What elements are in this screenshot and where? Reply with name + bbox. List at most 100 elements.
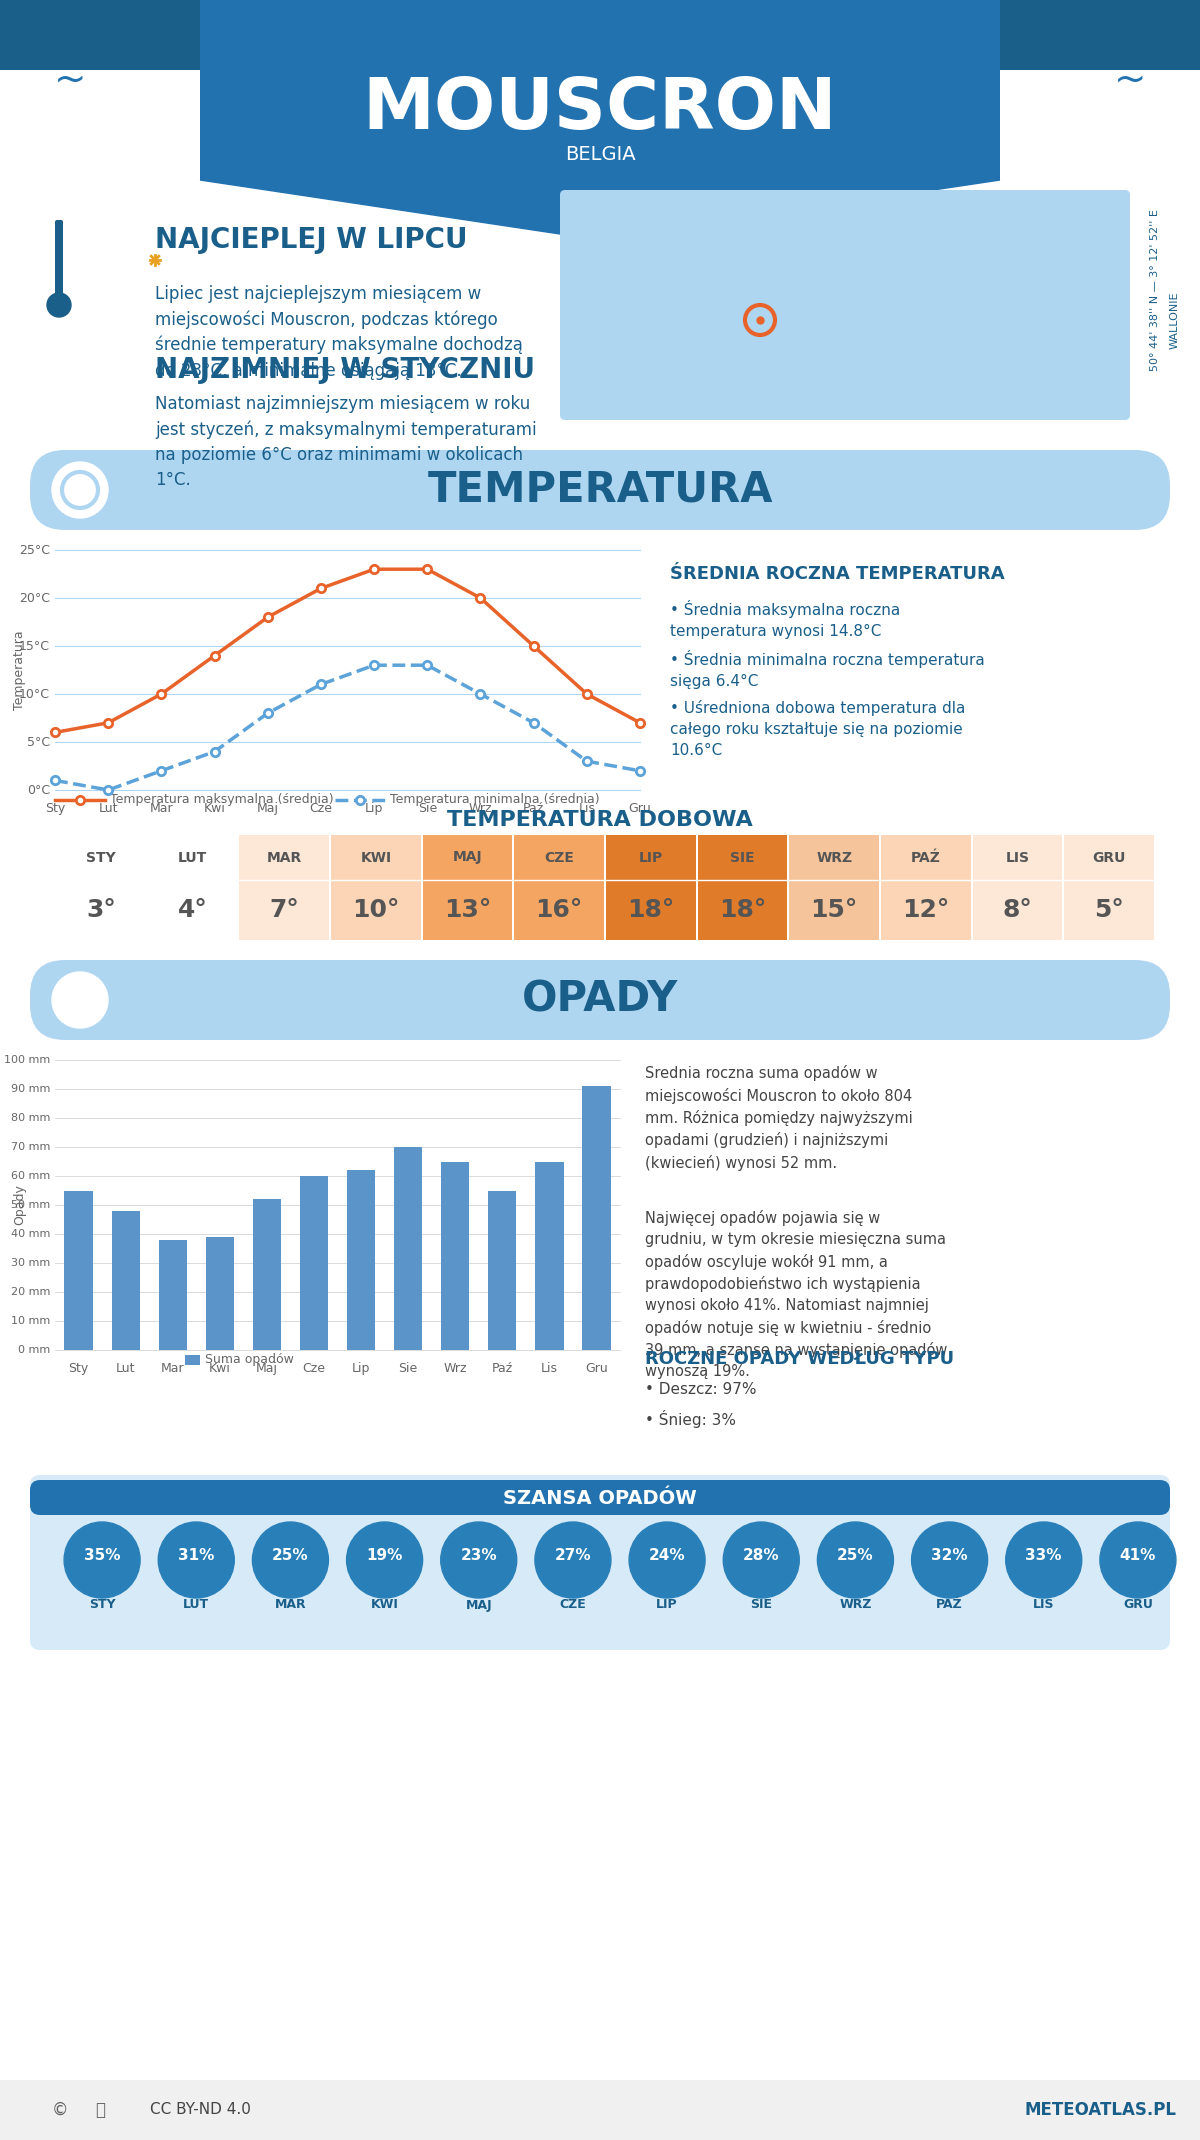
Polygon shape [220, 0, 980, 131]
Bar [148, 835, 238, 880]
Text: Lis: Lis [541, 1361, 558, 1376]
Text: Wrz: Wrz [444, 1361, 467, 1376]
Bar [515, 835, 604, 880]
Circle shape [817, 1522, 894, 1599]
Text: 10°C: 10°C [19, 687, 50, 700]
Text: TEMPERATURA: TEMPERATURA [427, 469, 773, 511]
Text: MAJ: MAJ [452, 850, 482, 865]
Text: 20°C: 20°C [19, 591, 50, 603]
Bar [56, 880, 145, 939]
Text: ~: ~ [1114, 62, 1146, 98]
Text: ©: © [52, 2101, 68, 2119]
Text: • Śnieg: 3%: • Śnieg: 3% [646, 1410, 736, 1427]
Text: 80 mm: 80 mm [11, 1113, 50, 1124]
Text: Gru: Gru [586, 1361, 608, 1376]
Text: Sty: Sty [68, 1361, 89, 1376]
Circle shape [629, 1522, 706, 1599]
Bar [1064, 835, 1154, 880]
FancyBboxPatch shape [30, 449, 1170, 531]
Text: 5°C: 5°C [26, 736, 50, 749]
Bar [239, 835, 329, 880]
Bar [158, 1239, 187, 1350]
Text: LIP: LIP [638, 850, 662, 865]
Text: Opady: Opady [13, 1186, 26, 1226]
Text: Lip: Lip [365, 802, 383, 815]
Text: LIS: LIS [1006, 850, 1030, 865]
Text: Lis: Lis [578, 802, 595, 815]
Text: WRZ: WRZ [839, 1599, 871, 1611]
Text: Gru: Gru [629, 802, 652, 815]
Bar [394, 1147, 422, 1350]
FancyBboxPatch shape [30, 1481, 1170, 1515]
Text: 35%: 35% [84, 1547, 120, 1562]
Text: 8°: 8° [1002, 899, 1032, 922]
Text: BELGIA: BELGIA [565, 146, 635, 165]
Text: 32%: 32% [931, 1547, 968, 1562]
Text: 24%: 24% [649, 1547, 685, 1562]
Text: Natomiast najzimniejszym miesiącem w roku
jest styczeń, z maksymalnymi temperatu: Natomiast najzimniejszym miesiącem w rok… [155, 396, 536, 488]
Text: SIE: SIE [750, 1599, 773, 1611]
Bar [535, 1162, 564, 1350]
Bar [442, 1162, 469, 1350]
Text: 4°: 4° [178, 899, 208, 922]
Circle shape [252, 1522, 329, 1599]
Text: MOUSCRON: MOUSCRON [362, 75, 838, 146]
Bar [239, 880, 329, 939]
Circle shape [1100, 1522, 1176, 1599]
Text: WRZ: WRZ [816, 850, 852, 865]
Text: Lut: Lut [116, 1361, 136, 1376]
Text: Sty: Sty [44, 802, 65, 815]
Text: 40 mm: 40 mm [11, 1228, 50, 1239]
Bar [185, 1355, 200, 1365]
Text: Kwi: Kwi [204, 802, 226, 815]
Bar [790, 835, 878, 880]
FancyBboxPatch shape [55, 220, 64, 300]
Text: 25°C: 25°C [19, 544, 50, 556]
Text: 19%: 19% [366, 1547, 403, 1562]
Text: 90 mm: 90 mm [11, 1085, 50, 1094]
Text: ROCZNE OPADY WEDŁUG TYPU: ROCZNE OPADY WEDŁUG TYPU [646, 1350, 954, 1367]
Text: 18°: 18° [628, 899, 674, 922]
Bar [790, 880, 878, 939]
Bar [697, 835, 787, 880]
Text: CZE: CZE [559, 1599, 587, 1611]
Text: 15°: 15° [810, 899, 858, 922]
Circle shape [347, 1522, 422, 1599]
Bar [697, 880, 787, 939]
Text: 15°C: 15°C [19, 640, 50, 653]
Circle shape [724, 1522, 799, 1599]
Bar [0, 0, 1200, 71]
Text: 31%: 31% [178, 1547, 215, 1562]
Text: 12°: 12° [902, 899, 949, 922]
Text: 70 mm: 70 mm [11, 1143, 50, 1151]
Text: 3°: 3° [86, 899, 115, 922]
Text: Cze: Cze [310, 802, 332, 815]
Bar [973, 880, 1062, 939]
Bar [300, 1177, 328, 1350]
Bar [347, 1171, 376, 1350]
Text: CC BY-ND 4.0: CC BY-ND 4.0 [150, 2101, 251, 2116]
Bar [881, 880, 971, 939]
Text: Sie: Sie [418, 802, 437, 815]
Text: ~: ~ [54, 62, 86, 98]
Bar [422, 835, 512, 880]
Text: Temperatura: Temperatura [13, 629, 26, 710]
Text: STY: STY [89, 1599, 115, 1611]
Circle shape [52, 462, 108, 518]
Text: CZE: CZE [545, 850, 574, 865]
Bar [582, 1087, 611, 1350]
Bar [606, 835, 696, 880]
Text: 0 mm: 0 mm [18, 1346, 50, 1355]
Text: 10°: 10° [352, 899, 400, 922]
Bar [0, 0, 1200, 101]
Text: LUT: LUT [178, 850, 208, 865]
Polygon shape [220, 131, 980, 199]
Text: Suma opadów: Suma opadów [205, 1352, 294, 1367]
Text: 33%: 33% [1026, 1547, 1062, 1562]
Text: MAR: MAR [275, 1599, 306, 1611]
Text: 7°: 7° [269, 899, 299, 922]
Text: SIE: SIE [730, 850, 755, 865]
Text: 10 mm: 10 mm [11, 1316, 50, 1327]
Text: Sie: Sie [398, 1361, 418, 1376]
Text: Najwięcej opadów pojawia się w
grudniu, w tym okresie miesięczna suma
opadów osc: Najwięcej opadów pojawia się w grudniu, … [646, 1209, 947, 1378]
